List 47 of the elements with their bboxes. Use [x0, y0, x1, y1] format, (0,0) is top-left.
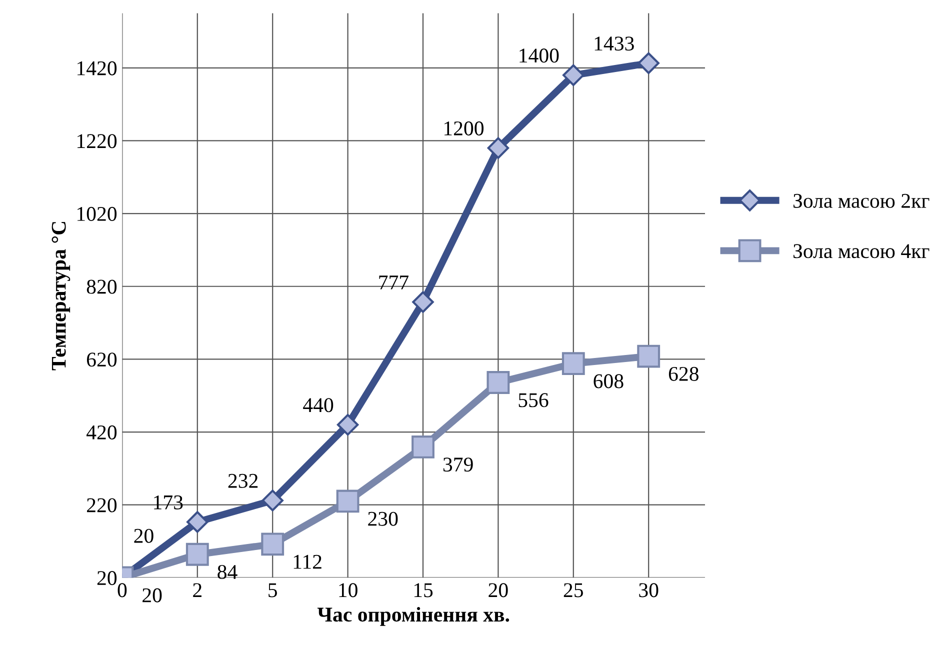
data-label: 628: [668, 366, 698, 381]
x-tick-label: 30: [639, 583, 658, 598]
data-label: 379: [443, 458, 473, 472]
data-label: 1200: [444, 121, 484, 136]
data-label: 440: [303, 398, 334, 412]
point: [412, 435, 434, 458]
data-label: 230: [368, 512, 398, 526]
y-axis-title: Температура °C: [52, 222, 70, 370]
x-tick-label: 0: [118, 583, 127, 598]
point: [186, 542, 209, 566]
data-label: 608: [594, 374, 624, 388]
y-tick-label: 420: [86, 425, 117, 440]
y-tick-label: 20: [97, 571, 117, 586]
x-tick-label: 15: [414, 583, 433, 598]
point: [562, 352, 585, 376]
legend-label: Зола масою 4кг: [793, 244, 930, 258]
point: [638, 52, 660, 74]
data-label: 84: [218, 564, 238, 580]
point: [262, 490, 284, 512]
y-tick-label: 220: [87, 498, 117, 512]
y-tick-label: 1220: [78, 134, 117, 148]
point: [486, 371, 510, 394]
data-label: 1433: [594, 36, 634, 51]
point: [562, 64, 584, 86]
y-tick-label: 820: [86, 280, 117, 294]
data-label: 1400: [520, 48, 559, 63]
x-tick-label: 10: [339, 583, 358, 598]
legend-label: Зола масою 2кг: [793, 194, 930, 208]
x-axis-title: Час опромінення хв.: [317, 606, 510, 626]
x-tick-label: 2: [193, 583, 202, 597]
point: [261, 532, 284, 556]
x-tick-label: 20: [488, 583, 508, 598]
point: [336, 490, 360, 513]
x-tick-label: 5: [268, 583, 277, 598]
y-tick-label: 620: [86, 352, 117, 367]
point: [186, 511, 208, 533]
point: [487, 137, 510, 159]
data-label: 20: [134, 528, 154, 543]
data-label: 112: [294, 554, 322, 569]
point: [412, 291, 434, 313]
data-label: 232: [228, 474, 258, 488]
x-tick-label: 25: [564, 583, 584, 598]
point: [637, 344, 660, 368]
data-label: 556: [518, 393, 548, 408]
point: [336, 414, 359, 436]
y-tick-label: 1420: [78, 61, 117, 76]
y-tick-label: 1020: [78, 206, 117, 221]
